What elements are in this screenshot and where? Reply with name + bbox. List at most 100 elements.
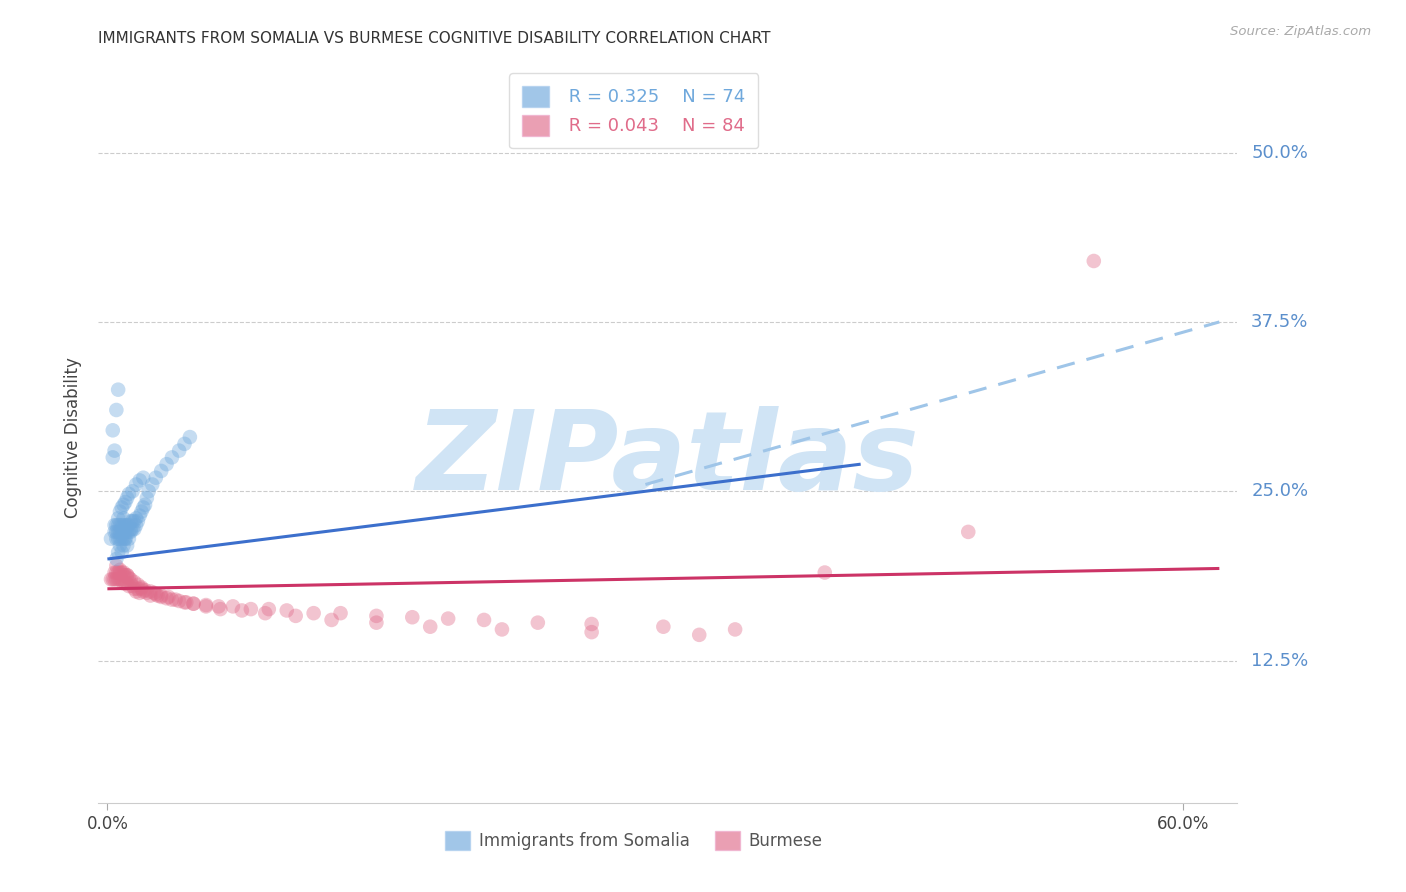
Immigrants from Somalia [120, 524, 142, 539]
Burmese [167, 594, 190, 608]
Legend: Immigrants from Somalia, Burmese: Immigrants from Somalia, Burmese [439, 824, 828, 856]
Text: 12.5%: 12.5% [1251, 651, 1309, 670]
Immigrants from Somalia [127, 514, 149, 528]
Immigrants from Somalia [111, 518, 134, 533]
Immigrants from Somalia [114, 524, 136, 539]
Burmese [150, 590, 173, 604]
Burmese [157, 590, 180, 604]
Burmese [105, 558, 128, 573]
Burmese [437, 611, 460, 625]
Burmese [183, 597, 205, 611]
Immigrants from Somalia [107, 518, 129, 533]
Burmese [254, 606, 277, 620]
Immigrants from Somalia [124, 514, 146, 528]
Immigrants from Somalia [121, 522, 143, 536]
Burmese [108, 572, 131, 586]
Burmese [527, 615, 550, 630]
Burmese [581, 625, 603, 640]
Burmese [145, 587, 167, 601]
Burmese [195, 599, 218, 614]
Immigrants from Somalia [167, 443, 190, 458]
Immigrants from Somalia [131, 505, 153, 519]
Burmese [401, 610, 423, 624]
Burmese [257, 602, 280, 616]
Immigrants from Somalia [114, 532, 136, 546]
Y-axis label: Cognitive Disability: Cognitive Disability [65, 357, 83, 517]
Immigrants from Somalia [115, 491, 138, 505]
Immigrants from Somalia [121, 514, 143, 528]
Burmese [131, 582, 153, 596]
Immigrants from Somalia [114, 518, 136, 533]
Immigrants from Somalia [179, 430, 201, 444]
Burmese [222, 599, 245, 614]
Burmese [125, 584, 148, 599]
Immigrants from Somalia [107, 524, 129, 539]
Text: 50.0%: 50.0% [1251, 144, 1308, 161]
Burmese [139, 584, 162, 599]
Burmese [107, 566, 129, 580]
Immigrants from Somalia [103, 443, 125, 458]
Immigrants from Somalia [138, 484, 160, 499]
Burmese [302, 606, 325, 620]
Immigrants from Somalia [108, 518, 131, 533]
Burmese [114, 568, 136, 582]
Immigrants from Somalia [115, 538, 138, 552]
Immigrants from Somalia [125, 511, 148, 525]
Burmese [118, 571, 141, 585]
Burmese [105, 566, 128, 580]
Immigrants from Somalia [100, 532, 122, 546]
Burmese [472, 613, 495, 627]
Burmese [115, 568, 138, 582]
Burmese [121, 579, 143, 593]
Burmese [209, 602, 232, 616]
Immigrants from Somalia [107, 511, 129, 525]
Burmese [688, 628, 710, 642]
Burmese [112, 568, 135, 582]
Burmese [124, 574, 146, 589]
Burmese [132, 584, 155, 599]
Burmese [724, 623, 747, 637]
Immigrants from Somalia [141, 477, 163, 491]
Immigrants from Somalia [112, 518, 135, 533]
Immigrants from Somalia [118, 524, 141, 539]
Burmese [108, 563, 131, 577]
Burmese [231, 603, 253, 617]
Immigrants from Somalia [103, 518, 125, 533]
Text: 37.5%: 37.5% [1251, 313, 1309, 331]
Burmese [239, 602, 262, 616]
Burmese [124, 582, 146, 596]
Burmese [173, 595, 195, 609]
Burmese [127, 582, 149, 596]
Immigrants from Somalia [111, 532, 134, 546]
Immigrants from Somalia [112, 511, 135, 525]
Burmese [131, 581, 153, 595]
Burmese [101, 572, 124, 586]
Burmese [284, 608, 307, 623]
Burmese [165, 592, 187, 607]
Burmese [127, 578, 149, 592]
Burmese [814, 566, 837, 580]
Burmese [491, 623, 513, 637]
Immigrants from Somalia [120, 522, 142, 536]
Immigrants from Somalia [128, 508, 150, 523]
Immigrants from Somalia [115, 518, 138, 533]
Immigrants from Somalia [101, 450, 124, 465]
Immigrants from Somalia [155, 457, 177, 471]
Burmese [146, 589, 169, 603]
Burmese [160, 592, 183, 607]
Burmese [276, 603, 298, 617]
Text: ZIPatlas: ZIPatlas [416, 406, 920, 513]
Immigrants from Somalia [118, 532, 141, 546]
Burmese [115, 576, 138, 591]
Immigrants from Somalia [105, 532, 128, 546]
Immigrants from Somalia [112, 538, 135, 552]
Immigrants from Somalia [134, 498, 156, 512]
Burmese [207, 599, 229, 614]
Immigrants from Somalia [111, 545, 134, 559]
Text: IMMIGRANTS FROM SOMALIA VS BURMESE COGNITIVE DISABILITY CORRELATION CHART: IMMIGRANTS FROM SOMALIA VS BURMESE COGNI… [98, 31, 770, 46]
Burmese [143, 586, 166, 600]
Burmese [103, 572, 125, 586]
Burmese [114, 576, 136, 591]
Burmese [100, 572, 122, 586]
Immigrants from Somalia [107, 532, 129, 546]
